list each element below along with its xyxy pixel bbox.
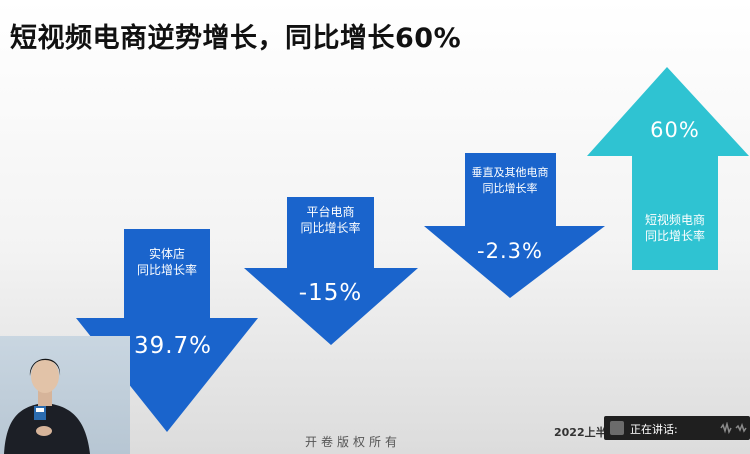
- arrow-shape-2: [244, 197, 418, 345]
- arrow-4-value: 60%: [650, 118, 700, 142]
- arrow-1-label-line1: 实体店: [148, 247, 185, 261]
- arrow-3-label: 垂直及其他电商 同比增长率: [460, 165, 560, 197]
- speaker-indicator-bar: 正在讲话:: [604, 416, 750, 440]
- arrow-shape-1: [76, 229, 258, 432]
- arrow-2-label: 平台电商 同比增长率: [287, 204, 374, 236]
- slide-title: 短视频电商逆势增长，同比增长60%: [10, 23, 462, 54]
- speaker-status-text: 正在讲话:: [630, 423, 678, 436]
- arrow-2-label-line1: 平台电商: [306, 205, 355, 219]
- arrow-4-label-line2: 同比增长率: [644, 229, 705, 243]
- arrow-3-value: -2.3%: [477, 239, 543, 263]
- arrow-shape-4: [587, 67, 749, 270]
- arrow-shape-3: [424, 153, 605, 298]
- arrow-2-label-line2: 同比增长率: [300, 221, 361, 235]
- arrow-3-label-line1: 垂直及其他电商: [471, 166, 549, 179]
- webcam-video[interactable]: [0, 336, 130, 454]
- arrow-4-label-line1: 短视频电商: [644, 213, 705, 227]
- arrow-1-label-line2: 同比增长率: [136, 263, 197, 277]
- arrow-2-value: -15%: [298, 280, 363, 306]
- arrow-4-label: 短视频电商 同比增长率: [632, 212, 718, 244]
- audio-wave-icon: [720, 422, 732, 434]
- speaker-avatar-icon: [610, 421, 624, 435]
- copyright-footer: 开卷版权所有: [305, 435, 402, 449]
- arrow-3-label-line2: 同比增长率: [482, 182, 538, 195]
- date-caption: 2022上半: [554, 426, 607, 439]
- audio-wave-icon-2: [735, 422, 747, 433]
- arrow-1-label: 实体店 同比增长率: [124, 246, 210, 278]
- arrow-1-value: 39.7%: [133, 333, 213, 359]
- presenter-figure: [4, 358, 90, 454]
